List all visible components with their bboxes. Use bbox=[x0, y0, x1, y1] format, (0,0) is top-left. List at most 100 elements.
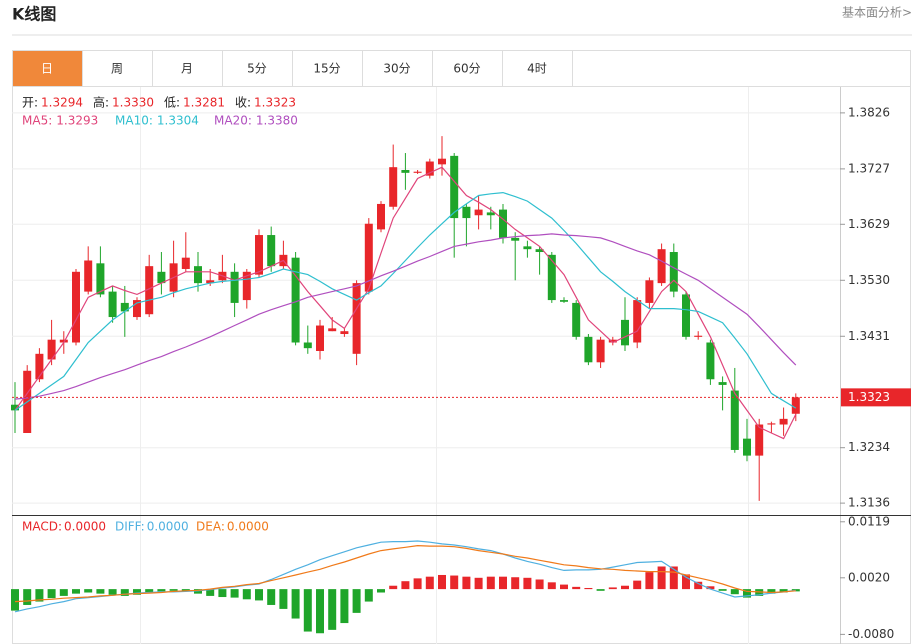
candle-body bbox=[328, 328, 337, 332]
ma-line bbox=[14, 166, 797, 440]
ohlc-name: 低: bbox=[164, 96, 180, 110]
macd-bar bbox=[59, 589, 68, 596]
macd-bar bbox=[706, 586, 715, 590]
candle-body bbox=[230, 271, 239, 303]
y-tick-label: -0.0080 bbox=[848, 627, 894, 641]
macd-bar bbox=[303, 589, 312, 632]
candle-body bbox=[584, 336, 593, 363]
candle-body bbox=[682, 294, 690, 337]
tab-label[interactable]: 5分 bbox=[247, 62, 267, 76]
tab[interactable] bbox=[82, 50, 153, 87]
macd-bar bbox=[657, 566, 666, 590]
candle-body bbox=[560, 300, 568, 302]
macd-bar bbox=[438, 574, 446, 590]
candle-body bbox=[718, 382, 727, 385]
macd-bar bbox=[413, 578, 422, 590]
candle-body bbox=[767, 423, 776, 425]
ma-legend-value: 1.3304 bbox=[157, 114, 199, 128]
tab[interactable] bbox=[502, 50, 573, 87]
tab-label[interactable]: 日 bbox=[41, 62, 53, 76]
macd-bar bbox=[669, 566, 678, 590]
macd-bar bbox=[645, 572, 654, 590]
ma-legend-name: MA20: bbox=[214, 114, 252, 128]
candle-body bbox=[303, 342, 312, 349]
tab[interactable] bbox=[292, 50, 363, 87]
tab-label[interactable]: 30分 bbox=[383, 62, 410, 76]
macd-bar bbox=[486, 576, 495, 590]
macd-legend-name: MACD: bbox=[22, 520, 62, 534]
macd-bar bbox=[230, 589, 239, 598]
candle-body bbox=[352, 283, 361, 354]
tab-label[interactable]: 4时 bbox=[527, 62, 547, 76]
tab-label[interactable]: 60分 bbox=[453, 62, 480, 76]
macd-bar bbox=[364, 589, 373, 602]
candle-body bbox=[633, 300, 642, 343]
y-tick-label: 1.3431 bbox=[848, 329, 890, 343]
tab[interactable] bbox=[362, 50, 433, 87]
tab[interactable] bbox=[152, 50, 223, 87]
tab-label[interactable]: 15分 bbox=[313, 62, 340, 76]
y-tick-label: 1.3629 bbox=[848, 217, 890, 231]
macd-bar bbox=[511, 577, 520, 590]
candle-body bbox=[438, 158, 446, 165]
candle-body bbox=[11, 404, 19, 411]
ohlc-name: 收: bbox=[235, 96, 251, 110]
macd-bar bbox=[682, 574, 690, 590]
macd-bar bbox=[23, 589, 32, 605]
candle-body bbox=[401, 170, 410, 173]
macd-bar bbox=[743, 589, 751, 598]
candle-body bbox=[316, 325, 324, 351]
candle-body bbox=[120, 302, 129, 312]
candle-body bbox=[645, 280, 654, 303]
y-tick-label: 1.3136 bbox=[848, 496, 890, 510]
candle-body bbox=[108, 291, 117, 318]
y-tick-label: 1.3234 bbox=[848, 440, 890, 454]
macd-bar bbox=[35, 589, 44, 602]
tab[interactable] bbox=[12, 50, 83, 87]
macd-bar bbox=[267, 589, 276, 605]
candle-body bbox=[255, 235, 263, 275]
ohlc-value: 1.3330 bbox=[112, 96, 154, 110]
candle-body bbox=[694, 335, 703, 337]
macd-bar bbox=[535, 579, 544, 590]
candle-body bbox=[547, 254, 556, 301]
macd-bar bbox=[133, 589, 141, 595]
macd-bar bbox=[316, 589, 324, 634]
tab[interactable] bbox=[222, 50, 293, 87]
candle-body bbox=[267, 235, 276, 267]
candle-body bbox=[596, 339, 605, 363]
candle-body bbox=[35, 353, 44, 380]
price-label: 1.3323 bbox=[848, 390, 890, 404]
candle-body bbox=[96, 263, 105, 295]
candle-body bbox=[133, 300, 141, 318]
candle-body bbox=[608, 339, 617, 343]
macd-bar bbox=[120, 589, 129, 596]
macd-bar bbox=[450, 575, 459, 590]
candle-body bbox=[145, 266, 154, 315]
candle-body bbox=[621, 319, 629, 346]
macd-legend-value: 0.0000 bbox=[64, 520, 106, 534]
ohlc-name: 高: bbox=[93, 95, 109, 110]
macd-bar bbox=[767, 589, 776, 594]
macd-bar bbox=[84, 589, 93, 593]
y-tick-label: 1.3826 bbox=[848, 105, 890, 119]
candle-body bbox=[669, 252, 678, 292]
y-tick-label: 1.3727 bbox=[848, 161, 890, 175]
candle-body bbox=[462, 206, 471, 219]
fundamental-link[interactable]: 基本面分析> bbox=[842, 6, 912, 20]
candle-body bbox=[499, 209, 507, 238]
candle-body bbox=[157, 271, 166, 284]
ma-legend-name: MA5: bbox=[22, 114, 52, 128]
macd-bar bbox=[560, 584, 568, 590]
candle-body bbox=[535, 249, 544, 253]
candle-body bbox=[523, 246, 532, 250]
macd-line bbox=[14, 544, 796, 603]
y-tick-label: 0.0119 bbox=[848, 514, 890, 528]
tab-label[interactable]: 月 bbox=[181, 62, 193, 76]
ma-legend-name: MA10: bbox=[115, 114, 153, 128]
candle-body bbox=[84, 260, 93, 292]
macd-bar bbox=[499, 576, 507, 590]
tab-label[interactable]: 周 bbox=[111, 62, 123, 76]
candle-body bbox=[181, 257, 190, 269]
candle-body bbox=[206, 280, 215, 284]
